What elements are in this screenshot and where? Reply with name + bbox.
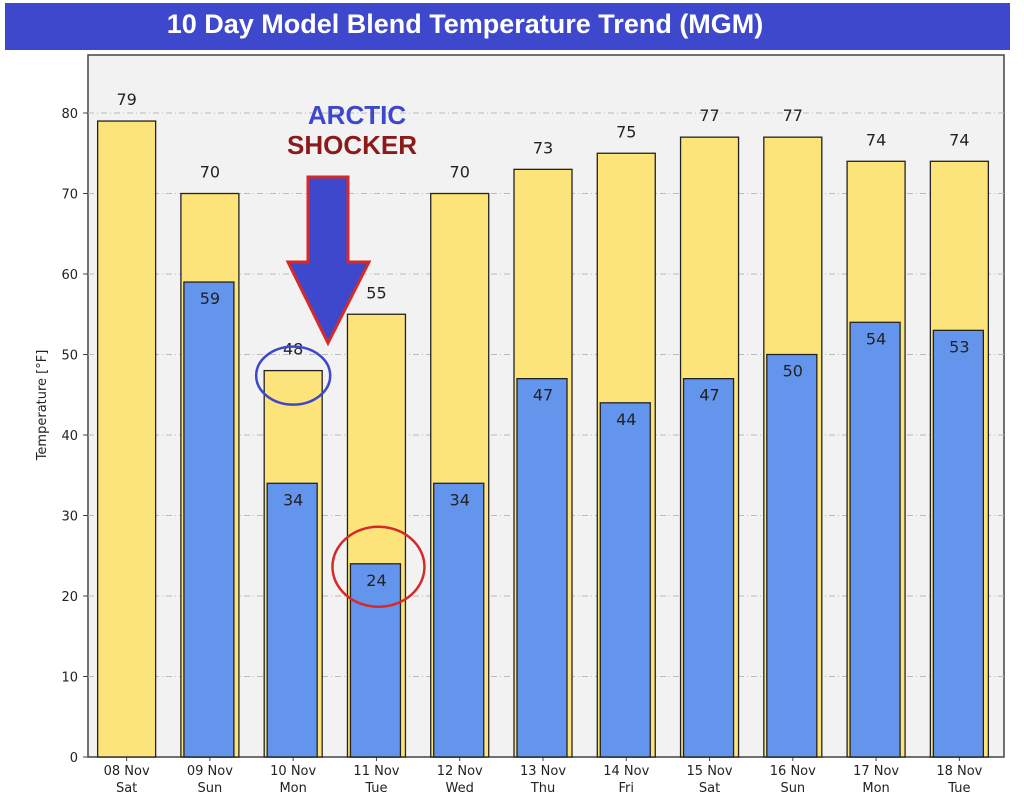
x-tick-label-date: 10 Nov [270, 764, 316, 779]
low-temp-label: 54 [866, 329, 886, 348]
low-temp-label: 59 [200, 289, 220, 308]
x-tick-label-day: Sun [198, 781, 223, 796]
x-tick-label-day: Sat [699, 781, 720, 796]
y-tick-label: 70 [61, 188, 78, 203]
high-temp-label: 74 [866, 130, 886, 149]
y-tick-label: 60 [61, 268, 78, 283]
y-tick-label: 0 [70, 751, 78, 766]
chart-title: 10 Day Model Blend Temperature Trend (MG… [166, 9, 764, 39]
x-tick-label-date: 16 Nov [770, 764, 816, 779]
low-temp-bar [183, 281, 235, 758]
down-arrow-icon [285, 175, 372, 347]
x-tick-label-date: 12 Nov [437, 764, 483, 779]
low-temp-bar [682, 377, 735, 758]
annotation-shocker: SHOCKER [287, 130, 417, 160]
low-temp-bar [349, 563, 402, 758]
low-temp-bar [599, 402, 651, 758]
x-tick-label-day: Mon [862, 781, 889, 796]
y-tick-label: 30 [61, 510, 78, 525]
low-temp-label: 34 [450, 490, 470, 509]
high-temp-label: 79 [116, 90, 136, 109]
high-temp-label: 70 [450, 163, 470, 182]
x-tick-label-date: 08 Nov [104, 764, 150, 779]
high-temp-label: 77 [699, 106, 719, 125]
x-tick-label-date: 15 Nov [687, 764, 733, 779]
low-temp-bar [766, 353, 818, 758]
low-temp-label: 47 [699, 386, 719, 405]
x-tick-label-date: 13 Nov [520, 764, 566, 779]
x-tick-label-day: Sat [116, 781, 137, 796]
x-tick-label-day: Wed [446, 781, 474, 796]
x-tick-label-day: Tue [364, 781, 387, 796]
high-temp-label: 75 [616, 122, 636, 141]
x-tick-label-day: Thu [530, 781, 555, 796]
high-temp-label: 55 [366, 283, 386, 302]
x-tick-label-date: 11 Nov [353, 764, 399, 779]
highlight-circle [254, 345, 332, 406]
low-temp-bar [433, 482, 485, 758]
high-temp-bar [96, 120, 157, 758]
x-tick-label-date: 09 Nov [187, 764, 233, 779]
y-tick-label: 80 [61, 107, 78, 122]
x-tick-label-day: Sun [780, 781, 805, 796]
x-tick-label-date: 17 Nov [853, 764, 899, 779]
y-tick-label: 20 [61, 590, 78, 605]
highlight-circle [331, 525, 426, 609]
low-temp-label: 50 [783, 362, 803, 381]
x-tick-label-day: Mon [279, 781, 306, 796]
high-temp-label: 77 [783, 106, 803, 125]
y-tick-label: 50 [61, 349, 78, 364]
x-tick-label-date: 14 Nov [603, 764, 649, 779]
low-temp-bar [849, 321, 901, 758]
annotation-arctic: ARCTIC [308, 100, 406, 130]
high-temp-label: 74 [949, 130, 969, 149]
y-tick-label: 10 [61, 671, 78, 686]
low-temp-bar [516, 377, 568, 758]
high-temp-label: 73 [533, 138, 553, 157]
x-tick-label-day: Tue [947, 781, 970, 796]
y-axis-label: Temperature [°F] [35, 350, 50, 462]
low-temp-label: 34 [283, 490, 303, 509]
high-temp-label: 48 [283, 340, 303, 359]
low-temp-label: 53 [949, 337, 969, 356]
low-temp-label: 47 [533, 386, 553, 405]
high-temp-label: 70 [200, 163, 220, 182]
x-tick-label-day: Fri [619, 781, 635, 796]
x-tick-label-date: 18 Nov [936, 764, 982, 779]
low-temp-bar [266, 482, 318, 758]
y-tick-label: 40 [61, 429, 78, 444]
title-banner: 10 Day Model Blend Temperature Trend (MG… [5, 3, 1010, 50]
low-temp-label: 24 [366, 571, 386, 590]
low-temp-label: 44 [616, 410, 636, 429]
low-temp-bar [932, 329, 985, 758]
